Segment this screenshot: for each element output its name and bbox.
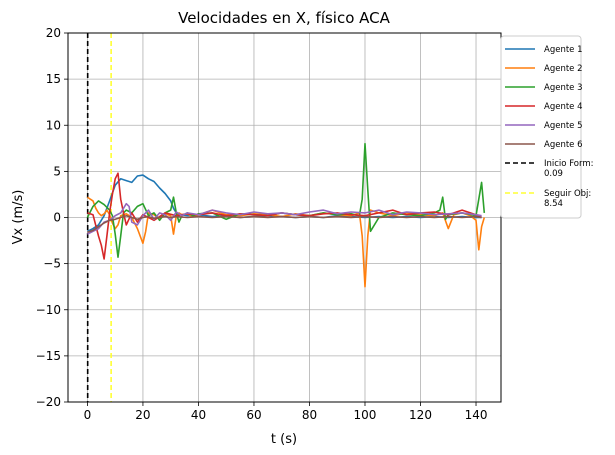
x-axis-label: t (s) [271, 432, 297, 447]
x-tick-label: 120 [409, 408, 432, 422]
x-tick-label: 140 [465, 408, 488, 422]
y-tick-label: −15 [36, 349, 61, 363]
legend-entry: Agente 6 [505, 140, 583, 150]
y-tick-label: 15 [46, 72, 61, 86]
legend-entry: Agente 4 [505, 102, 583, 112]
legend-entry: Agente 2 [505, 64, 583, 74]
x-tick-label: 40 [191, 408, 206, 422]
y-axis-ticks: −20 −15 −10 −5 0 5 10 15 20 [36, 26, 68, 409]
legend-label: Agente 1 [544, 45, 583, 55]
legend-label: Agente 3 [544, 83, 583, 93]
legend-label: Agente 6 [544, 140, 583, 150]
series-line-agente-5 [87, 202, 482, 235]
legend-value: 0.09 [544, 169, 563, 179]
legend-box [500, 35, 582, 219]
x-tick-label: 80 [302, 408, 317, 422]
y-tick-label: 20 [46, 26, 61, 40]
y-tick-label: −5 [43, 257, 61, 271]
legend-value: 8.54 [544, 199, 563, 209]
x-tick-label: 20 [135, 408, 150, 422]
legend-entry: Agente 5 [505, 121, 583, 131]
y-tick-label: −20 [36, 395, 61, 409]
legend-entry: Agente 3 [505, 83, 583, 93]
chart-title: Velocidades en X, físico ACA [178, 9, 391, 27]
series-line-agente-4 [87, 172, 482, 260]
y-axis-label: Vx (m/s) [11, 190, 26, 245]
legend: Agente 1 Agente 2 Agente 3 Agente 4 Agente 5… [500, 35, 593, 219]
y-tick-label: 5 [53, 164, 61, 178]
y-tick-label: 10 [46, 118, 61, 132]
x-tick-label: 100 [354, 408, 377, 422]
legend-label: Agente 5 [544, 121, 583, 131]
y-tick-label: 0 [53, 211, 61, 225]
legend-label: Agente 4 [544, 102, 583, 112]
legend-label: Agente 2 [544, 64, 583, 74]
legend-entry: Inicio Form:0.09 [505, 159, 593, 179]
legend-entry: Agente 1 [505, 45, 583, 55]
series-lines [86, 142, 486, 288]
legend-entry: Seguir Obj:8.54 [505, 189, 591, 209]
x-tick-label: 60 [246, 408, 261, 422]
x-axis-ticks: 0 20 40 60 80 100 120 140 [84, 402, 488, 422]
series-line-agente-6 [87, 214, 482, 234]
legend-label: Seguir Obj: [544, 189, 591, 199]
y-tick-label: −10 [36, 303, 61, 317]
legend-label: Inicio Form: [544, 159, 593, 169]
x-tick-label: 0 [84, 408, 92, 422]
